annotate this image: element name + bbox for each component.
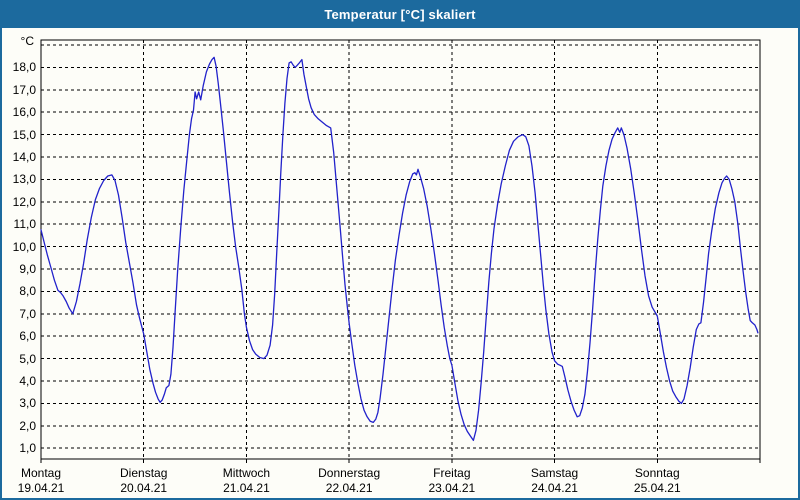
window-title: Temperatur [°C] skaliert [324,6,476,22]
temperature-line [40,56,759,442]
plot-border [40,39,761,460]
window-titlebar: Temperatur [°C] skaliert [0,0,800,28]
